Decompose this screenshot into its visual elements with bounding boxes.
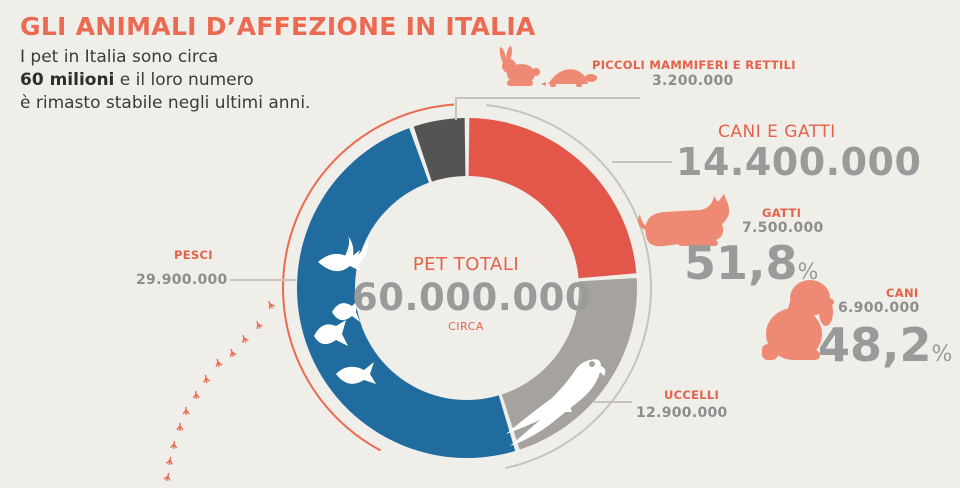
fish-icon <box>336 362 376 384</box>
footprint <box>256 320 263 330</box>
connector-piccoli <box>455 97 640 120</box>
label-cani-gatti-name: CANI E GATTI <box>718 122 836 142</box>
center-note: CIRCA <box>448 320 484 333</box>
slice-cani-e-gatti <box>468 118 637 279</box>
footprint <box>203 374 211 384</box>
center-label: PET TOTALI <box>412 254 520 275</box>
cat-icon <box>638 194 730 247</box>
fish-icon <box>332 300 360 322</box>
slice-piccoli-mammiferi-e-rettili <box>413 118 466 182</box>
intro-text: I pet in Italia sono circa 60 milioni e … <box>20 46 350 115</box>
page-title: GLI ANIMALI D’AFFEZIONE IN ITALIA <box>20 12 536 41</box>
label-cani-name: CANI <box>886 286 919 300</box>
guide-arc-red <box>282 103 455 452</box>
parrot-icon <box>506 359 606 446</box>
footprint <box>229 348 237 357</box>
label-piccoli-name: PICCOLI MAMMIFERI E RETTILI <box>592 58 796 72</box>
gatti-percent-symbol: % <box>797 260 819 285</box>
label-uccelli-name: UCCELLI <box>664 388 720 402</box>
footprint <box>170 440 178 450</box>
label-uccelli-value: 12.900.000 <box>636 405 728 421</box>
label-pesci-name: PESCI <box>174 248 213 262</box>
footprint <box>176 422 184 432</box>
label-cani-percent: 48,2% <box>818 318 952 372</box>
label-gatti-percent: 51,8% <box>684 236 818 290</box>
gatti-percent-number: 51,8 <box>684 236 798 290</box>
dog-icon <box>762 280 834 360</box>
fish-icon <box>318 236 369 272</box>
cani-percent-symbol: % <box>931 342 953 367</box>
turtle-icon <box>541 69 597 87</box>
slice-uccelli <box>501 278 637 450</box>
footprint <box>165 456 173 466</box>
fish-icon <box>314 320 348 346</box>
footprint <box>242 334 249 344</box>
footprint <box>182 406 190 416</box>
intro-line-2-rest: e il loro numero <box>114 70 254 90</box>
intro-line-2: 60 milioni e il loro numero <box>20 69 350 92</box>
intro-line-3: è rimasto stabile negli ultimi anni. <box>20 93 311 113</box>
footprint <box>192 390 200 400</box>
footprint <box>163 472 171 482</box>
label-pesci-value: 29.900.000 <box>136 272 228 288</box>
guide-arc-grey <box>486 104 652 469</box>
label-cani-gatti-value: 14.400.000 <box>676 140 922 184</box>
label-piccoli-value: 3.200.000 <box>652 73 734 89</box>
cani-percent-number: 48,2 <box>818 318 932 372</box>
footprint <box>267 301 275 310</box>
footprint <box>215 358 223 368</box>
intro-line-1: I pet in Italia sono circa <box>20 47 219 67</box>
label-gatti-name: GATTI <box>762 206 802 220</box>
bird-footprints-icon <box>163 301 275 482</box>
rabbit-icon <box>499 46 540 86</box>
center-total-value: 60.000.000 <box>352 276 592 319</box>
label-cani-value: 6.900.000 <box>838 300 920 316</box>
intro-highlight: 60 milioni <box>20 70 115 90</box>
label-gatti-value: 7.500.000 <box>742 220 824 236</box>
